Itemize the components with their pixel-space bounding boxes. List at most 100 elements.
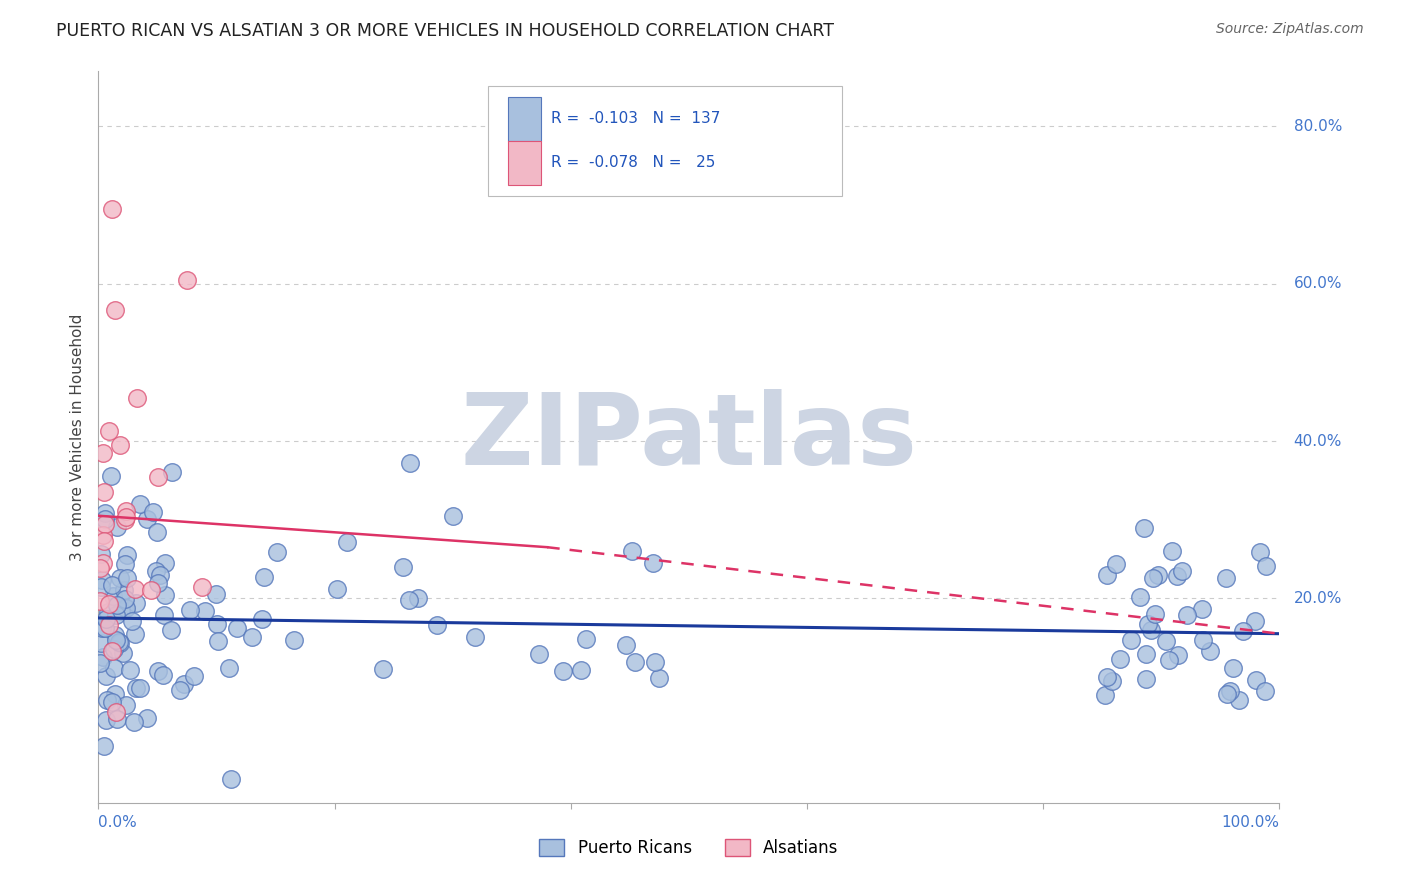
Point (173, 677, 195, 691)
Point (1166, 569, 1188, 583)
Point (103, 661, 125, 675)
Point (169, 683, 191, 698)
Point (114, 591, 136, 606)
Point (621, 544, 644, 558)
Point (1232, 624, 1254, 638)
Point (1142, 571, 1164, 585)
Point (1119, 632, 1142, 647)
Point (104, 303, 127, 318)
Point (104, 633, 127, 648)
Point (575, 632, 598, 646)
Point (90, 636, 112, 650)
Point (108, 572, 131, 586)
Point (96, 692, 118, 706)
Legend: Puerto Ricans, Alsatians: Puerto Ricans, Alsatians (533, 832, 845, 864)
Point (1254, 683, 1277, 698)
Point (1191, 602, 1213, 616)
Point (1256, 558, 1278, 573)
Point (1191, 632, 1213, 647)
Point (1154, 634, 1177, 648)
Point (1222, 661, 1244, 675)
Text: R =  -0.078   N =   25: R = -0.078 N = 25 (551, 155, 716, 170)
Point (1139, 623, 1161, 637)
Point (90, 573, 112, 587)
Point (94, 506, 117, 520)
Point (96, 713, 118, 727)
Point (1219, 684, 1241, 698)
Point (108, 634, 131, 648)
Point (101, 589, 124, 603)
Point (97, 424, 120, 438)
Point (1095, 670, 1118, 684)
Point (1160, 543, 1182, 558)
Point (91, 445, 114, 459)
Point (1108, 652, 1130, 666)
Point (112, 583, 135, 598)
Point (136, 711, 159, 725)
Point (207, 633, 229, 648)
Point (1244, 614, 1267, 628)
Point (146, 664, 169, 678)
Point (104, 687, 127, 701)
Point (97, 598, 120, 612)
Point (153, 588, 176, 602)
Point (569, 663, 592, 677)
Text: 0.0%: 0.0% (98, 814, 138, 830)
Point (183, 669, 205, 683)
Point (1101, 673, 1123, 688)
Point (89, 593, 111, 607)
Point (614, 638, 637, 652)
Point (1135, 647, 1157, 661)
Text: PUERTO RICAN VS ALSATIAN 3 OR MORE VEHICLES IN HOUSEHOLD CORRELATION CHART: PUERTO RICAN VS ALSATIAN 3 OR MORE VEHIC… (56, 22, 834, 40)
Point (253, 570, 276, 584)
Point (146, 470, 169, 484)
Point (105, 598, 128, 612)
Point (398, 593, 420, 607)
Point (136, 512, 159, 526)
Point (408, 591, 430, 605)
Point (101, 644, 124, 658)
Point (103, 641, 125, 656)
Text: R =  -0.103   N =  137: R = -0.103 N = 137 (551, 112, 720, 127)
Point (115, 601, 138, 615)
Point (1146, 567, 1168, 582)
Point (142, 505, 165, 519)
Point (93, 485, 115, 500)
Point (100, 469, 122, 483)
Point (250, 612, 273, 626)
Point (127, 391, 149, 405)
Point (114, 513, 136, 527)
Point (1175, 607, 1198, 622)
Point (129, 497, 152, 511)
Point (115, 698, 138, 712)
Point (146, 525, 169, 540)
Point (112, 601, 135, 615)
Point (115, 510, 138, 524)
Point (464, 630, 486, 644)
FancyBboxPatch shape (488, 86, 842, 195)
Point (179, 603, 201, 617)
Point (240, 630, 263, 644)
Point (101, 695, 124, 709)
Point (1129, 590, 1152, 604)
Point (141, 582, 163, 597)
Text: 80.0%: 80.0% (1294, 119, 1341, 134)
Bar (508, 141, 541, 185)
Point (266, 545, 288, 559)
Point (194, 605, 217, 619)
Text: 100.0%: 100.0% (1222, 814, 1279, 830)
Point (527, 647, 550, 661)
Point (89, 561, 111, 575)
Point (122, 714, 145, 729)
Point (114, 557, 136, 571)
Point (90, 547, 112, 561)
Point (94, 612, 117, 626)
Point (1097, 568, 1119, 582)
Text: ZIPatlas: ZIPatlas (461, 389, 917, 485)
Point (114, 504, 136, 518)
Point (96, 605, 118, 619)
Text: 60.0%: 60.0% (1294, 277, 1343, 291)
Point (218, 661, 240, 675)
Bar (508, 97, 541, 141)
Point (91, 649, 114, 664)
